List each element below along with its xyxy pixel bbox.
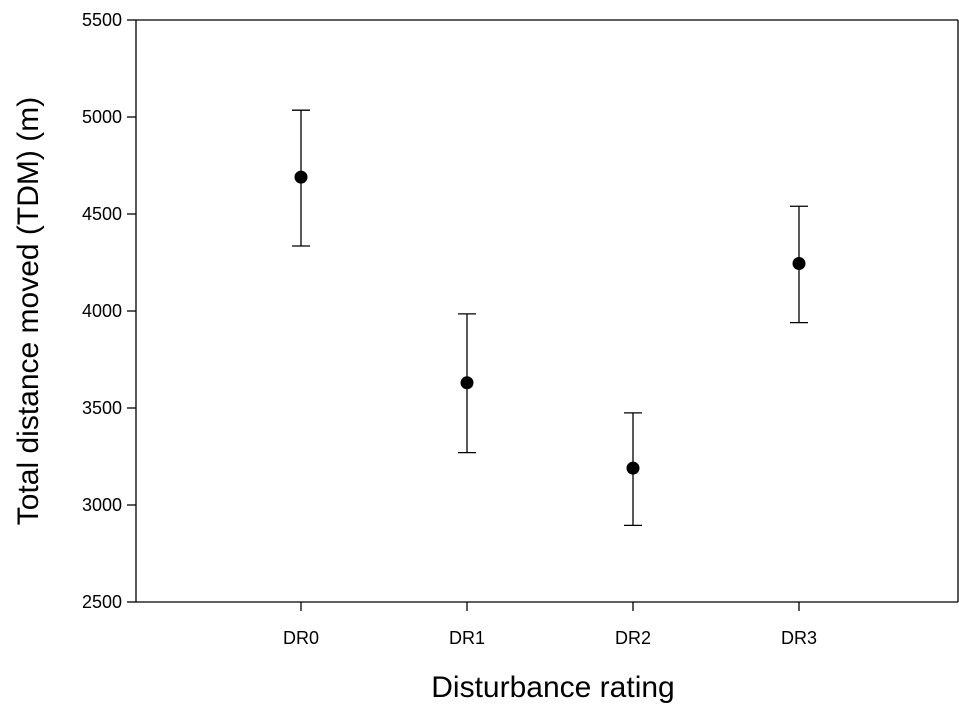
y-tick-label-3000: 3000 [82,495,122,515]
x-tick-label-DR1: DR1 [449,628,485,648]
x-tick-label-DR0: DR0 [283,628,319,648]
x-axis-title: Disturbance rating [431,671,674,704]
ticks: 2500 3000 3500 4000 4500 5000 5500 DR0 DR1 DR2 DR3 [82,10,817,648]
y-tick-label-5000: 5000 [82,107,122,127]
data-point-DR2 [626,461,640,475]
y-tick-label-2500: 2500 [82,592,122,612]
data-point-DR0 [294,170,308,184]
x-tick-label-DR2: DR2 [615,628,651,648]
y-tick-label-4000: 4000 [82,301,122,321]
y-tick-label-4500: 4500 [82,204,122,224]
data-point-DR3 [792,256,806,270]
axes [135,19,959,603]
y-tick-label-5500: 5500 [82,10,122,30]
y-axis-title: Total distance moved (TDM) (m) [12,97,45,525]
data-point-DR1 [460,376,474,390]
data-marks [292,109,808,527]
x-tick-label-DR3: DR3 [781,628,817,648]
y-tick-label-3500: 3500 [82,398,122,418]
